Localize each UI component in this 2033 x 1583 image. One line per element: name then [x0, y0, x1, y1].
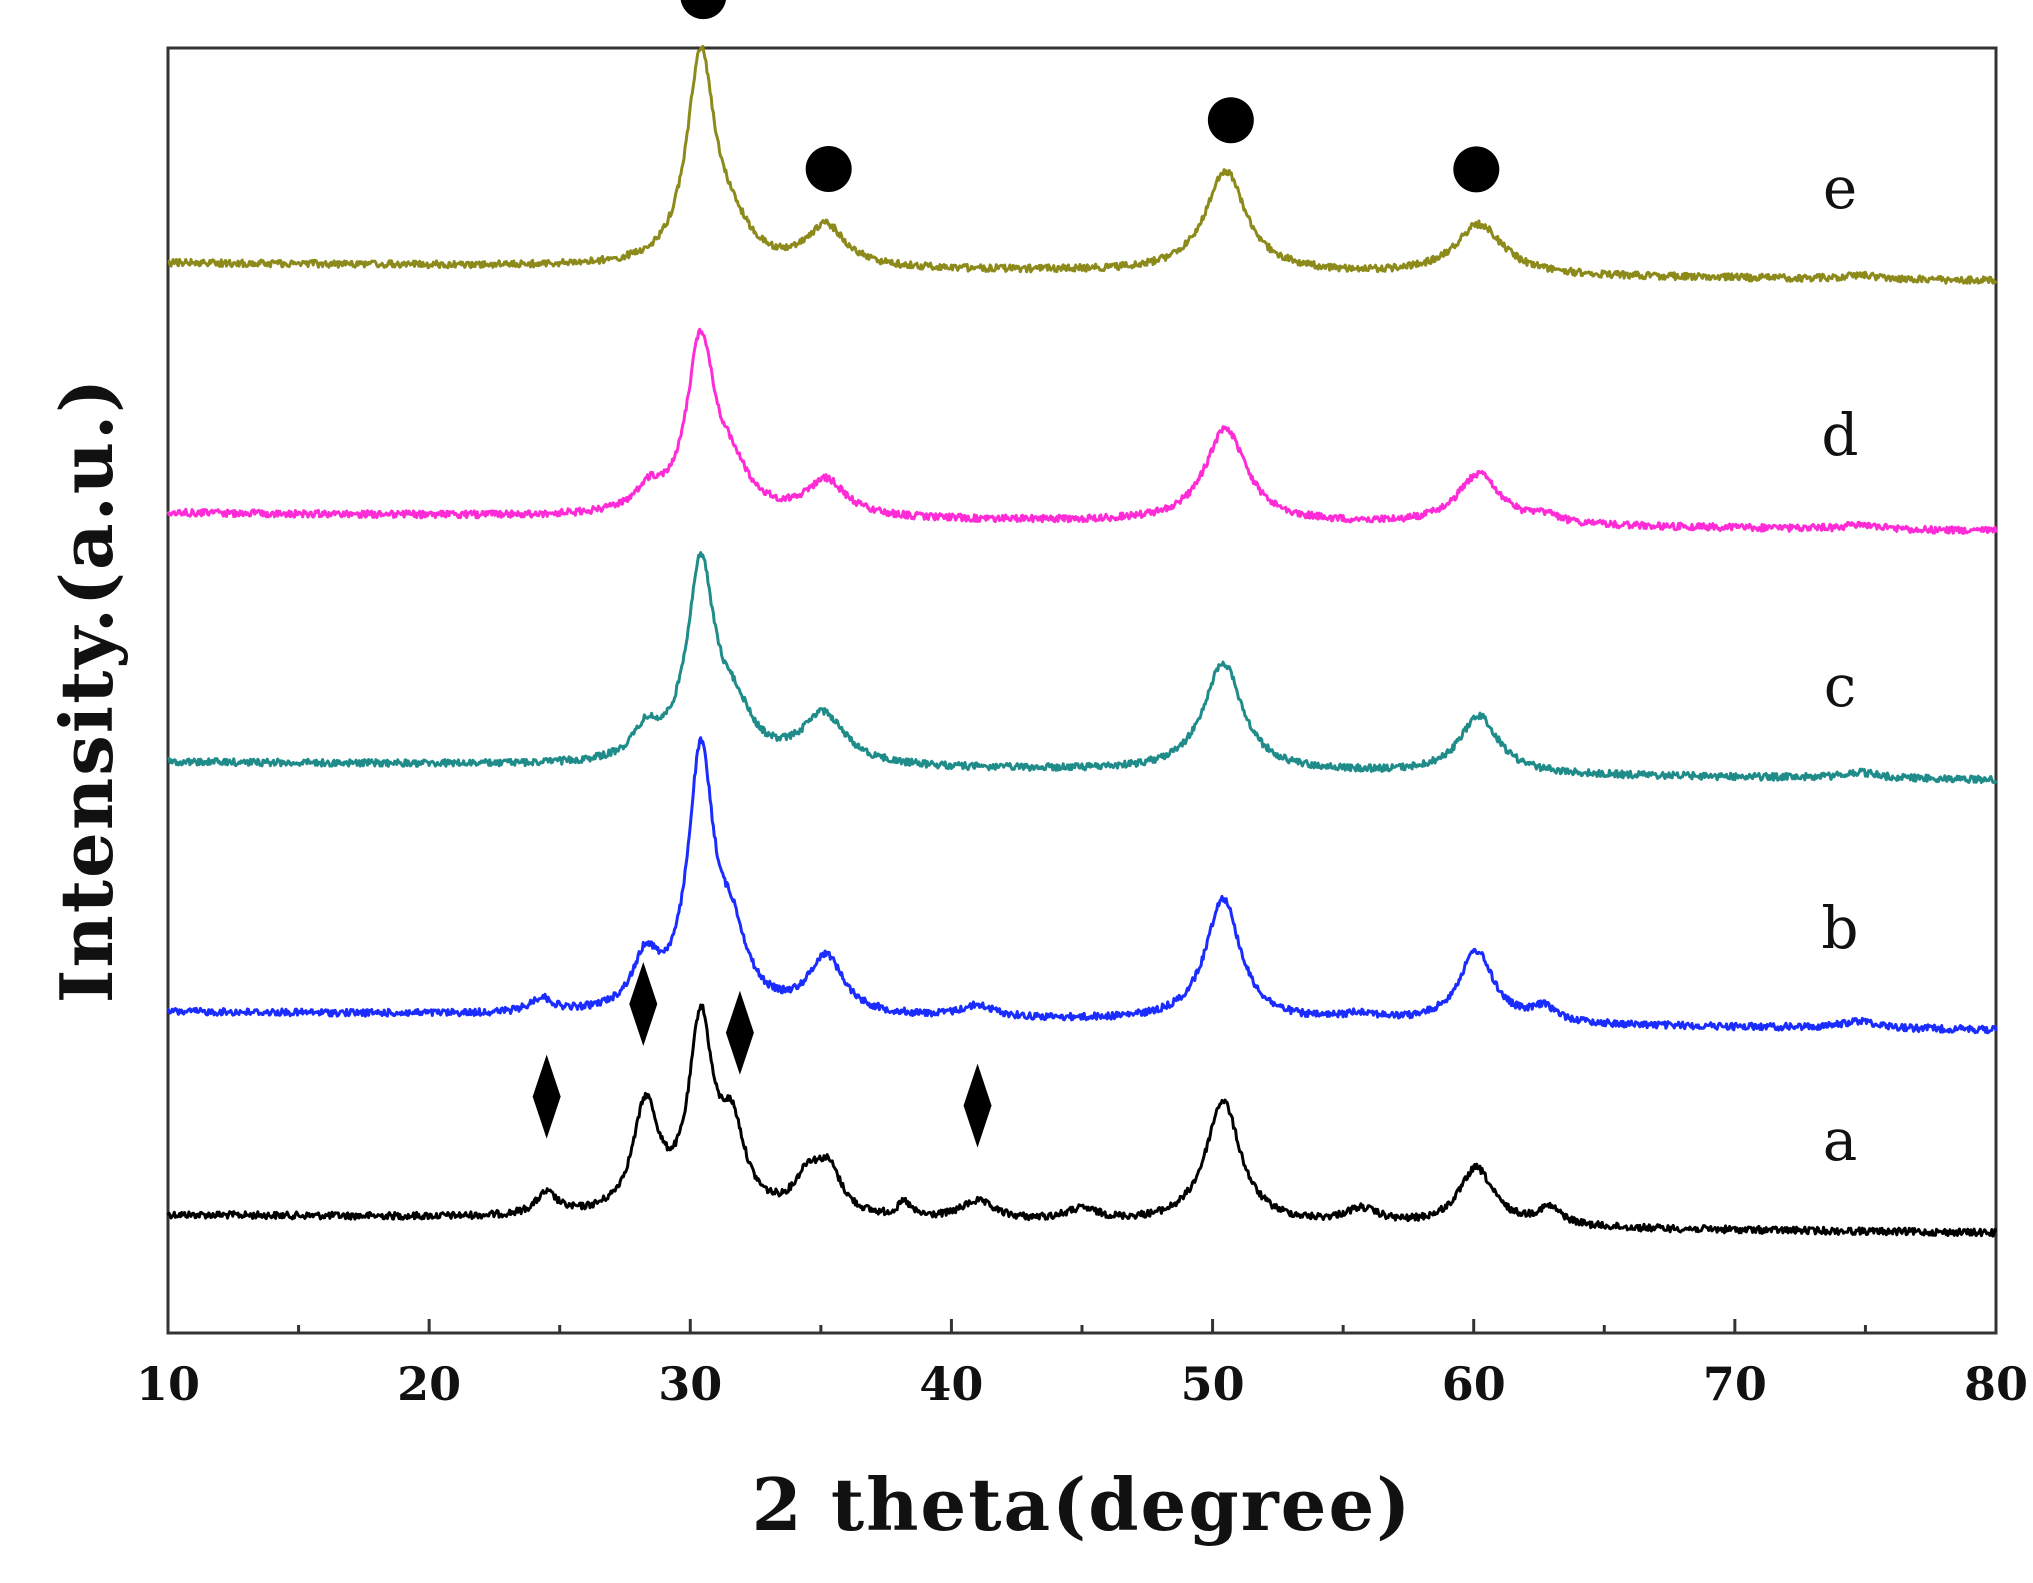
x-tick-label: 20 [397, 1357, 461, 1411]
series-layer [166, 44, 1998, 1238]
label-layer: a b c d e [1821, 154, 1858, 1174]
phase-marker-diamond-7 [963, 1063, 992, 1148]
marker-layer [532, 0, 1500, 1148]
series-label-a: a [1823, 1106, 1858, 1174]
series-label-e: e [1823, 154, 1857, 222]
series-label-c: c [1824, 652, 1856, 720]
phase-marker-diamond-5 [629, 962, 658, 1047]
series-line-c [167, 551, 1998, 785]
x-tick-label: 60 [1442, 1357, 1506, 1411]
x-tick-label: 80 [1964, 1357, 2028, 1411]
phase-marker-diamond-4 [532, 1054, 561, 1139]
x-tick-label: 50 [1181, 1357, 1245, 1411]
phase-marker-circle-2 [1207, 97, 1254, 144]
series-label-d: d [1821, 401, 1858, 469]
x-axis-title: 2 theta(degree) [752, 1462, 1413, 1547]
series-line-d [166, 327, 1998, 535]
x-tick-label: 10 [136, 1357, 200, 1411]
y-axis-title: Intensity.(a.u.) [44, 377, 129, 1004]
phase-marker-circle-1 [805, 145, 852, 192]
phase-marker-circle-0 [680, 0, 727, 20]
x-tick-label: 70 [1703, 1357, 1767, 1411]
series-line-b [166, 736, 1998, 1035]
phase-marker-diamond-6 [725, 990, 754, 1075]
plot-frame [166, 46, 1998, 1335]
series-label-b: b [1821, 894, 1858, 962]
tick-layer: 10 20 30 40 50 60 70 80 [136, 1319, 2028, 1411]
x-tick-label: 30 [658, 1357, 722, 1411]
series-line-a [166, 1003, 1998, 1238]
x-tick-label: 40 [919, 1357, 983, 1411]
series-line-e [167, 44, 1998, 285]
phase-marker-circle-3 [1453, 146, 1500, 193]
